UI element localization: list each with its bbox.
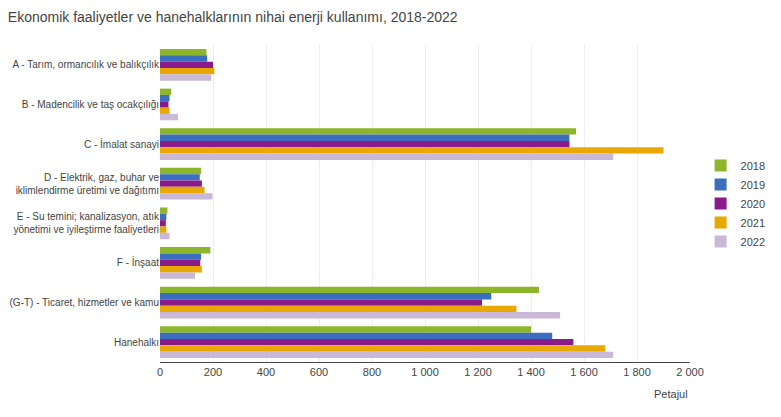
svg-text:1 800: 1 800 <box>623 366 651 378</box>
svg-text:E - Su temini; kanalizasyon, a: E - Su temini; kanalizasyon, atıkyönetim… <box>13 211 160 235</box>
svg-text:800: 800 <box>363 366 381 378</box>
svg-text:B - Madencilik ve taş ocakçılı: B - Madencilik ve taş ocakçılığı <box>22 99 159 110</box>
svg-text:0: 0 <box>157 366 163 378</box>
svg-text:(G-T) - Ticaret, hizmetler ve: (G-T) - Ticaret, hizmetler ve kamu <box>10 297 159 308</box>
svg-text:D - Elektrik, gaz, buhar veikl: D - Elektrik, gaz, buhar veiklimlendirme… <box>16 172 160 196</box>
svg-text:2020: 2020 <box>741 198 765 210</box>
svg-text:1 200: 1 200 <box>464 366 492 378</box>
svg-text:600: 600 <box>310 366 328 378</box>
svg-text:Ekonomik faaliyetler ve haneha: Ekonomik faaliyetler ve hanehalklarının … <box>8 9 458 25</box>
svg-text:A - Tarım, ormancılık ve balık: A - Tarım, ormancılık ve balıkçılık <box>12 59 160 70</box>
svg-text:Hanehalkı: Hanehalkı <box>114 337 159 348</box>
svg-text:2022: 2022 <box>741 236 765 248</box>
svg-text:2018: 2018 <box>741 160 765 172</box>
svg-text:1 400: 1 400 <box>517 366 545 378</box>
svg-text:Petajul: Petajul <box>654 388 688 400</box>
svg-text:F - İnşaat: F - İnşaat <box>117 256 159 268</box>
svg-text:2021: 2021 <box>741 217 765 229</box>
svg-text:400: 400 <box>257 366 275 378</box>
svg-text:1 000: 1 000 <box>411 366 439 378</box>
svg-text:2 000: 2 000 <box>676 366 704 378</box>
svg-text:1 600: 1 600 <box>570 366 598 378</box>
svg-text:2019: 2019 <box>741 179 765 191</box>
svg-text:200: 200 <box>204 366 222 378</box>
svg-text:C - İmalat sanayi: C - İmalat sanayi <box>84 138 159 150</box>
